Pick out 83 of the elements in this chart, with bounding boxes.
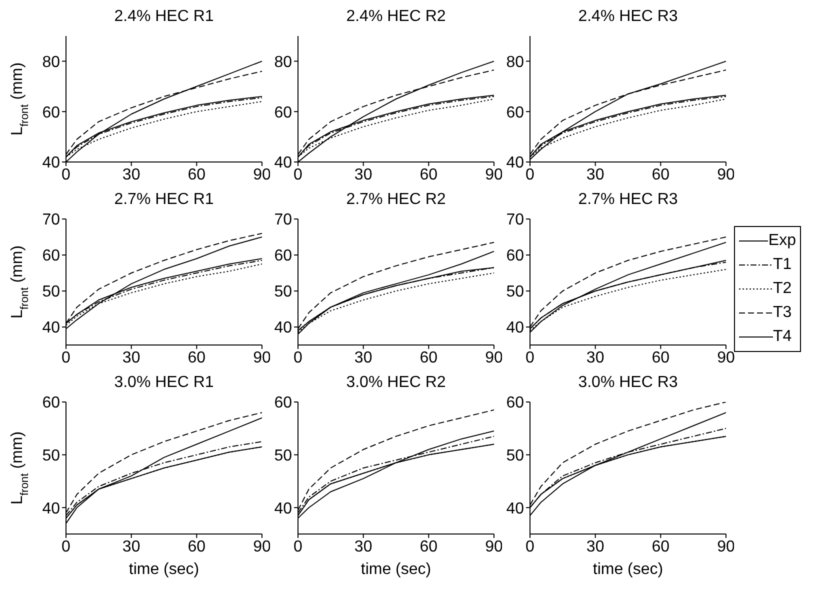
y-tick-label: 50	[42, 447, 60, 464]
y-tick-label: 40	[274, 500, 292, 518]
x-tick-label: 0	[526, 166, 535, 184]
x-tick-label: 60	[188, 349, 206, 366]
legend-label: T4	[773, 328, 792, 346]
y-tick-label: 60	[42, 104, 60, 122]
x-tick-label: 30	[354, 538, 372, 556]
y-tick-label: 50	[274, 447, 292, 464]
chart-title: 2.4% HEC R2	[345, 8, 447, 26]
y-tick-label: 40	[274, 154, 292, 172]
x-tick-label: 90	[485, 166, 503, 184]
x-tick-label: 60	[420, 166, 438, 184]
x-tick-label: 0	[526, 349, 535, 366]
x-tick-label: 0	[294, 166, 303, 184]
chart-title: 2.4% HEC R3	[577, 8, 679, 26]
y-tick-label: 40	[506, 320, 524, 337]
x-tick-label: 90	[485, 538, 503, 556]
x-tick-label: 60	[652, 538, 670, 556]
y-tick-label: 60	[274, 104, 292, 122]
x-tick-label: 60	[652, 166, 670, 184]
x-tick-label: 90	[253, 166, 271, 184]
x-tick-label: 0	[526, 538, 535, 556]
chart-title: 2.7% HEC R3	[577, 191, 679, 209]
y-tick-label: 40	[506, 154, 524, 172]
x-axis-title: time (sec)	[128, 561, 200, 578]
y-tick-label: 40	[274, 320, 292, 337]
y-tick-label: 80	[274, 54, 292, 71]
x-tick-label: 30	[586, 538, 604, 556]
x-tick-label: 30	[122, 349, 140, 366]
x-tick-label: 60	[420, 538, 438, 556]
x-tick-label: 90	[485, 349, 503, 366]
x-tick-label: 0	[62, 349, 71, 366]
legend-label: T3	[773, 304, 792, 322]
x-tick-label: 0	[62, 538, 71, 556]
x-tick-label: 90	[253, 538, 271, 556]
x-tick-label: 60	[652, 349, 670, 366]
x-axis-title: time (sec)	[592, 561, 664, 578]
y-tick-label: 60	[42, 248, 60, 265]
y-tick-label: 60	[42, 394, 60, 412]
y-tick-label: 50	[506, 447, 524, 464]
chart-title: 2.7% HEC R2	[345, 191, 447, 209]
x-tick-label: 30	[354, 166, 372, 184]
x-axis-title: time (sec)	[360, 561, 432, 578]
x-tick-label: 60	[188, 538, 206, 556]
legend-label: T2	[773, 280, 792, 298]
x-tick-label: 30	[586, 349, 604, 366]
x-tick-label: 30	[122, 166, 140, 184]
x-tick-label: 0	[294, 349, 303, 366]
x-tick-label: 90	[717, 349, 735, 366]
legend-label: T1	[773, 256, 792, 274]
y-tick-label: 40	[42, 500, 60, 518]
x-tick-label: 30	[122, 538, 140, 556]
chart-title: 3.0% HEC R2	[345, 374, 447, 392]
y-tick-label: 50	[274, 284, 292, 301]
y-tick-label: 50	[506, 284, 524, 301]
y-tick-label: 60	[274, 248, 292, 265]
y-tick-label: 70	[42, 212, 60, 229]
x-tick-label: 60	[188, 166, 206, 184]
chart-title: 2.7% HEC R1	[113, 191, 215, 209]
x-tick-label: 0	[294, 538, 303, 556]
y-tick-label: 60	[506, 248, 524, 265]
y-tick-label: 80	[42, 54, 60, 71]
x-tick-label: 90	[717, 166, 735, 184]
y-tick-label: 40	[42, 154, 60, 172]
x-tick-label: 30	[586, 166, 604, 184]
x-tick-label: 60	[420, 349, 438, 366]
chart-title: 3.0% HEC R3	[577, 374, 679, 392]
y-tick-label: 70	[274, 212, 292, 229]
x-tick-label: 30	[354, 349, 372, 366]
legend-label: Exp	[768, 232, 796, 250]
y-tick-label: 40	[506, 500, 524, 518]
y-tick-label: 60	[506, 394, 524, 412]
x-tick-label: 90	[717, 538, 735, 556]
y-tick-label: 60	[506, 104, 524, 122]
chart-title: 3.0% HEC R1	[113, 374, 215, 392]
y-tick-label: 70	[506, 212, 524, 229]
y-tick-label: 60	[274, 394, 292, 412]
y-tick-label: 50	[42, 284, 60, 301]
chart-title: 2.4% HEC R1	[113, 8, 215, 26]
y-tick-label: 80	[506, 54, 524, 71]
y-tick-label: 40	[42, 320, 60, 337]
x-tick-label: 90	[253, 349, 271, 366]
x-tick-label: 0	[62, 166, 71, 184]
